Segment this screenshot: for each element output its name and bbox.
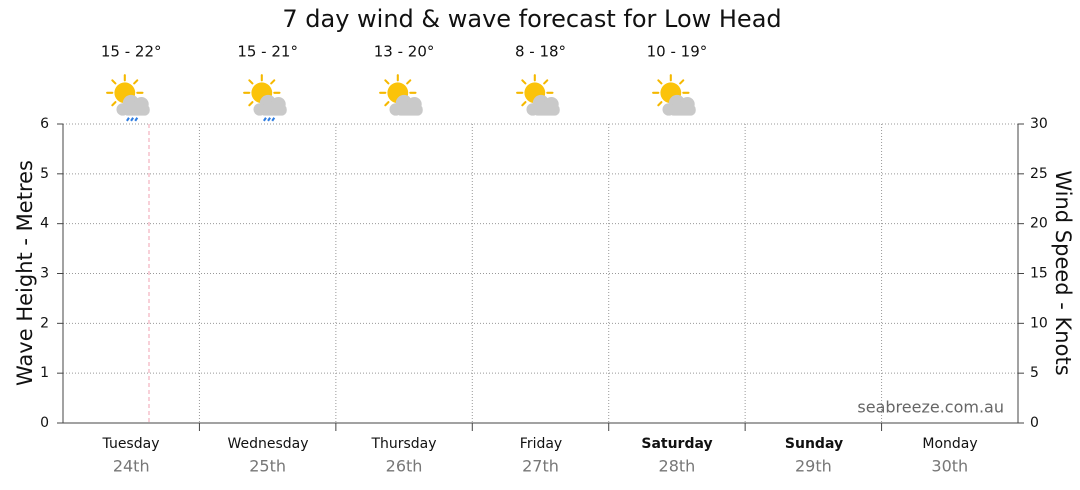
temperature: 10 - 19° bbox=[647, 43, 708, 61]
watermark: seabreeze.com.au bbox=[857, 398, 1004, 417]
y2-tick-label: 20 bbox=[1030, 216, 1048, 232]
date-label: 26th bbox=[386, 457, 423, 476]
date-label: 24th bbox=[113, 457, 150, 476]
date-label: 29th bbox=[795, 457, 832, 476]
y2-tick-label: 5 bbox=[1030, 365, 1039, 381]
temperature: 15 - 21° bbox=[237, 43, 298, 61]
weather-icon bbox=[379, 74, 424, 117]
weather-icon bbox=[244, 75, 287, 121]
y2-tick-label: 30 bbox=[1030, 116, 1048, 132]
y-tick-label: 1 bbox=[40, 365, 49, 381]
date-label: 30th bbox=[931, 457, 968, 476]
y-tick-label: 4 bbox=[40, 216, 49, 232]
temperature: 15 - 22° bbox=[101, 43, 162, 61]
date-label: 28th bbox=[659, 457, 696, 476]
y2-tick-label: 0 bbox=[1030, 415, 1039, 431]
day-label: Sunday bbox=[785, 436, 843, 452]
day-label: Wednesday bbox=[227, 436, 308, 452]
date-label: 25th bbox=[249, 457, 286, 476]
y2-tick-label: 10 bbox=[1030, 315, 1048, 331]
y-tick-label: 6 bbox=[40, 116, 49, 132]
weather-icon bbox=[107, 75, 150, 121]
day-label: Saturday bbox=[641, 436, 712, 452]
chart-title: 7 day wind & wave forecast for Low Head bbox=[282, 5, 781, 33]
date-label: 27th bbox=[522, 457, 559, 476]
temperature: 13 - 20° bbox=[374, 43, 435, 61]
y-axis-label: Wave Height - Metres bbox=[13, 160, 37, 386]
day-label: Tuesday bbox=[102, 436, 160, 452]
y-tick-label: 2 bbox=[40, 315, 49, 331]
weather-icon bbox=[516, 74, 561, 117]
y-tick-label: 0 bbox=[40, 415, 49, 431]
y2-tick-label: 25 bbox=[1030, 166, 1048, 182]
weather-icon bbox=[652, 74, 697, 117]
y-tick-label: 5 bbox=[40, 166, 49, 182]
day-label: Monday bbox=[922, 436, 977, 452]
y2-axis-label: Wind Speed - Knots bbox=[1051, 170, 1075, 375]
temperature: 8 - 18° bbox=[515, 43, 566, 61]
y-tick-label: 3 bbox=[40, 266, 49, 282]
y2-tick-label: 15 bbox=[1030, 266, 1048, 282]
day-label: Friday bbox=[520, 436, 562, 452]
day-label: Thursday bbox=[370, 436, 436, 452]
